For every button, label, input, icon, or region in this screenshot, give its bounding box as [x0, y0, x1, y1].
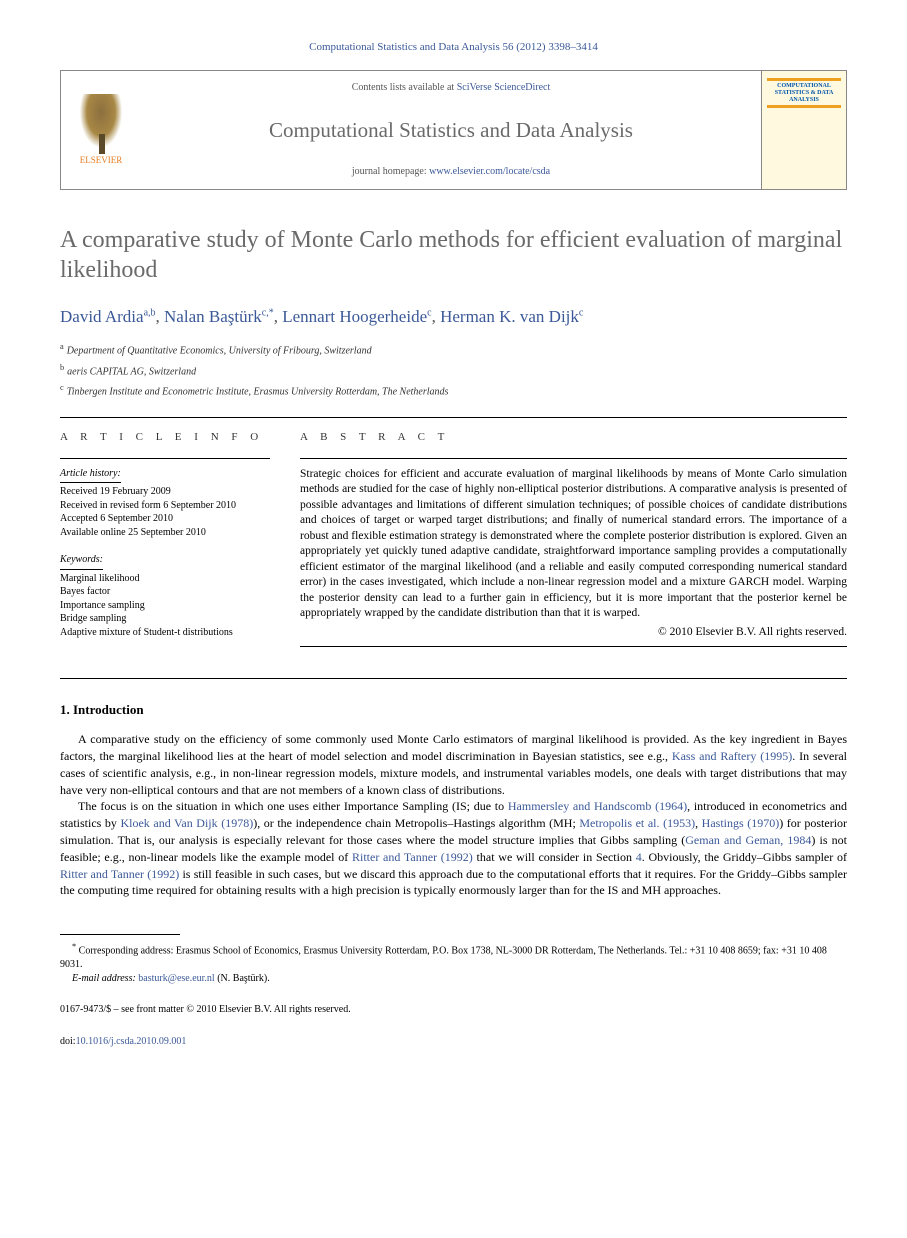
- history-item: Received 19 February 2009: [60, 486, 171, 497]
- citation-link[interactable]: Kass and Raftery (1995): [672, 749, 792, 763]
- keywords-block: Keywords: Marginal likelihood Bayes fact…: [60, 553, 270, 639]
- author-link[interactable]: Lennart Hoogerheide: [282, 307, 427, 326]
- keyword-item: Bayes factor: [60, 586, 110, 597]
- intro-heading: 1. Introduction: [60, 701, 847, 719]
- abstract-column: A B S T R A C T Strategic choices for ef…: [300, 430, 847, 653]
- keyword-item: Bridge sampling: [60, 613, 126, 624]
- author-affil-sup: c,*: [262, 308, 274, 319]
- journal-header-box: ELSEVIER Contents lists available at Sci…: [60, 70, 847, 190]
- citation-link[interactable]: Hastings (1970): [702, 816, 780, 830]
- email-link[interactable]: basturk@ese.eur.nl: [138, 973, 214, 984]
- elsevier-logo: ELSEVIER: [61, 71, 141, 189]
- header-citation: Computational Statistics and Data Analys…: [60, 40, 847, 55]
- history-heading: Article history:: [60, 467, 121, 484]
- homepage-text: journal homepage: www.elsevier.com/locat…: [156, 165, 746, 179]
- corresponding-footnote: * Corresponding address: Erasmus School …: [60, 941, 847, 971]
- author-affil-sup: c: [427, 308, 431, 319]
- citation-link[interactable]: Hammersley and Handscomb (1964): [508, 799, 687, 813]
- citation-link[interactable]: Ritter and Tanner (1992): [352, 850, 473, 864]
- intro-paragraph: The focus is on the situation in which o…: [60, 798, 847, 899]
- keywords-heading: Keywords:: [60, 553, 103, 570]
- citation-link[interactable]: Metropolis et al. (1953): [579, 816, 695, 830]
- journal-center-panel: Contents lists available at SciVerse Sci…: [141, 71, 761, 189]
- affiliation-line: cTinbergen Institute and Econometric Ins…: [60, 382, 847, 399]
- journal-cover-thumbnail: COMPUTATIONAL STATISTICS & DATA ANALYSIS: [761, 71, 846, 189]
- footnote-divider: [60, 934, 180, 935]
- author-affil-sup: a,b: [144, 308, 156, 319]
- citation-link[interactable]: Geman and Geman, 1984: [685, 833, 811, 847]
- sciencedirect-link[interactable]: SciVerse ScienceDirect: [457, 82, 551, 93]
- elsevier-tree-icon: [76, 94, 126, 154]
- doi-link[interactable]: 10.1016/j.csda.2010.09.001: [76, 1036, 187, 1047]
- info-abstract-row: A R T I C L E I N F O Article history: R…: [60, 430, 847, 653]
- article-info-column: A R T I C L E I N F O Article history: R…: [60, 430, 270, 653]
- author-link[interactable]: Nalan Baştürk: [164, 307, 262, 326]
- affiliation-line: baeris CAPITAL AG, Switzerland: [60, 362, 847, 379]
- email-footnote: E-mail address: basturk@ese.eur.nl (N. B…: [60, 972, 847, 986]
- cover-title-text: COMPUTATIONAL STATISTICS & DATA ANALYSIS: [767, 83, 841, 103]
- contents-prefix: Contents lists available at: [352, 82, 457, 93]
- intro-paragraph: A comparative study on the efficiency of…: [60, 731, 847, 798]
- citation-link[interactable]: Kloek and Van Dijk (1978): [120, 816, 253, 830]
- email-author-name: (N. Baştürk).: [215, 973, 270, 984]
- citation-link[interactable]: Ritter and Tanner (1992): [60, 867, 179, 881]
- history-item: Available online 25 September 2010: [60, 527, 206, 538]
- author-affil-sup: c: [579, 308, 583, 319]
- publisher-name: ELSEVIER: [80, 154, 123, 167]
- article-info-label: A R T I C L E I N F O: [60, 430, 270, 445]
- email-label: E-mail address:: [72, 973, 138, 984]
- keyword-item: Importance sampling: [60, 600, 145, 611]
- affiliation-line: aDepartment of Quantitative Economics, U…: [60, 341, 847, 358]
- history-item: Received in revised form 6 September 201…: [60, 500, 236, 511]
- doi-label: doi:: [60, 1036, 76, 1047]
- issn-line: 0167-9473/$ – see front matter © 2010 El…: [60, 1003, 847, 1017]
- homepage-link[interactable]: www.elsevier.com/locate/csda: [429, 166, 550, 177]
- abstract-copyright: © 2010 Elsevier B.V. All rights reserved…: [300, 624, 847, 640]
- authors-line: David Ardiaa,b, Nalan Baştürkc,*, Lennar…: [60, 305, 847, 329]
- author-link[interactable]: Herman K. van Dijk: [440, 307, 579, 326]
- footnote-text: Corresponding address: Erasmus School of…: [60, 946, 827, 971]
- section-divider: [60, 417, 847, 418]
- abstract-text: Strategic choices for efficient and accu…: [300, 467, 847, 622]
- history-item: Accepted 6 September 2010: [60, 513, 173, 524]
- section-divider: [60, 678, 847, 679]
- homepage-prefix: journal homepage:: [352, 166, 429, 177]
- contents-list-text: Contents lists available at SciVerse Sci…: [156, 81, 746, 95]
- article-title: A comparative study of Monte Carlo metho…: [60, 225, 847, 285]
- author-link[interactable]: David Ardia: [60, 307, 144, 326]
- doi-line: doi:10.1016/j.csda.2010.09.001: [60, 1035, 847, 1049]
- footnote-marker: *: [72, 942, 76, 951]
- keyword-item: Marginal likelihood: [60, 573, 140, 584]
- journal-title: Computational Statistics and Data Analys…: [156, 116, 746, 145]
- abstract-label: A B S T R A C T: [300, 430, 847, 445]
- article-history-block: Article history: Received 19 February 20…: [60, 467, 270, 540]
- keyword-item: Adaptive mixture of Student-t distributi…: [60, 627, 233, 638]
